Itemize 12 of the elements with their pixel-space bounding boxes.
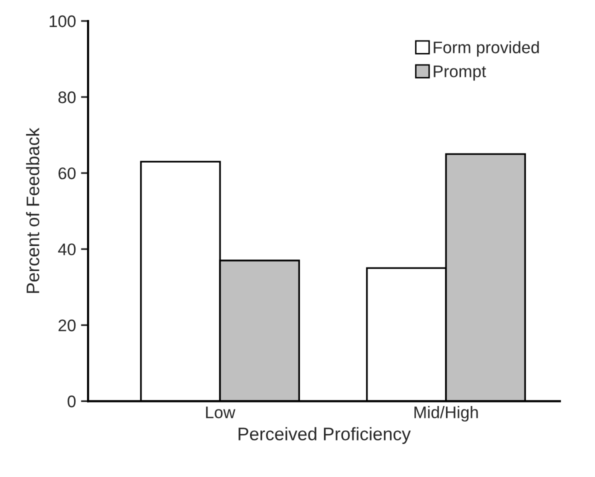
legend-label: Prompt: [434, 66, 486, 81]
x-axis-title: Perceived Proficiency: [238, 427, 411, 444]
y-tick-label: 20: [58, 320, 76, 332]
x-tick-label: Mid/High: [414, 406, 478, 422]
y-tick-label: 0: [68, 396, 76, 408]
x-tick-label: Low: [206, 406, 236, 418]
y-tick-label: 40: [58, 243, 76, 256]
y-axis-title: Percent of Feedback: [26, 128, 40, 293]
y-tick-label: 100: [50, 15, 76, 28]
legend-label: Form provided: [434, 41, 539, 57]
y-tick-label: 80: [58, 91, 76, 104]
y-tick-label: 60: [58, 167, 76, 180]
